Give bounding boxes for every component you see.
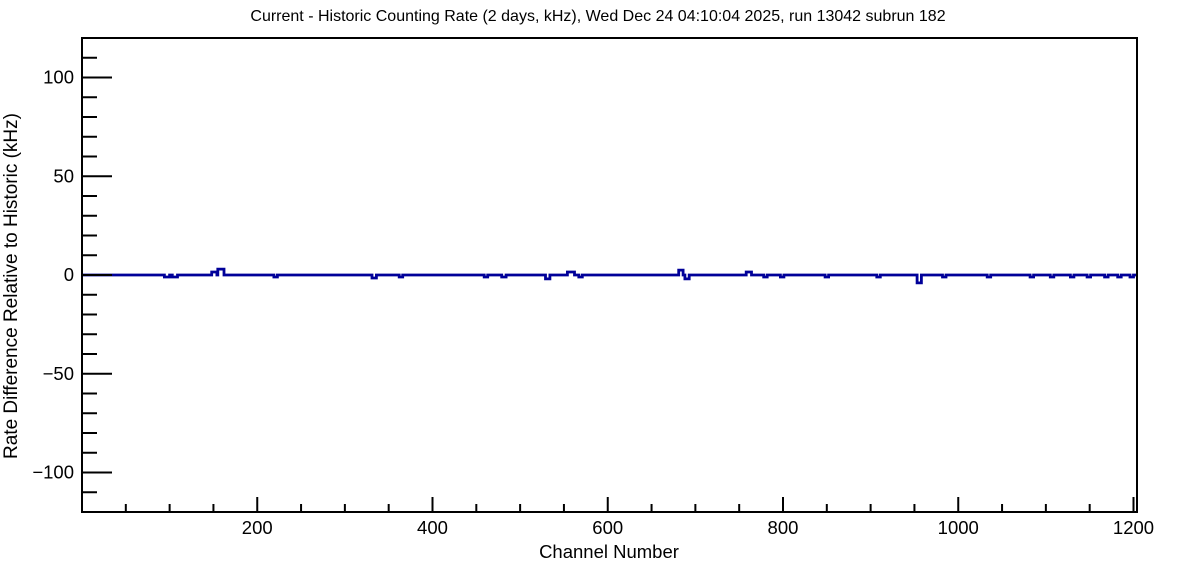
x-tick-label: 800 [768, 517, 799, 538]
y-tick-label: 50 [53, 165, 74, 186]
x-tick-label: 600 [592, 517, 623, 538]
y-tick-label: −50 [43, 363, 74, 384]
x-tick-label: 400 [417, 517, 448, 538]
x-tick-label: 1000 [938, 517, 979, 538]
data-line [82, 267, 1137, 285]
x-tick-label: 1200 [1113, 517, 1154, 538]
y-axis-title: Rate Difference Relative to Historic (kH… [1, 113, 22, 459]
plot-frame [81, 37, 1138, 513]
y-tick-label: −100 [32, 462, 74, 483]
y-tick-label: 100 [43, 67, 74, 88]
y-tick-label: 0 [64, 264, 74, 285]
x-tick-label: 200 [242, 517, 273, 538]
plot-title: Current - Historic Counting Rate (2 days… [250, 8, 946, 25]
x-axis-title: Channel Number [539, 541, 679, 562]
